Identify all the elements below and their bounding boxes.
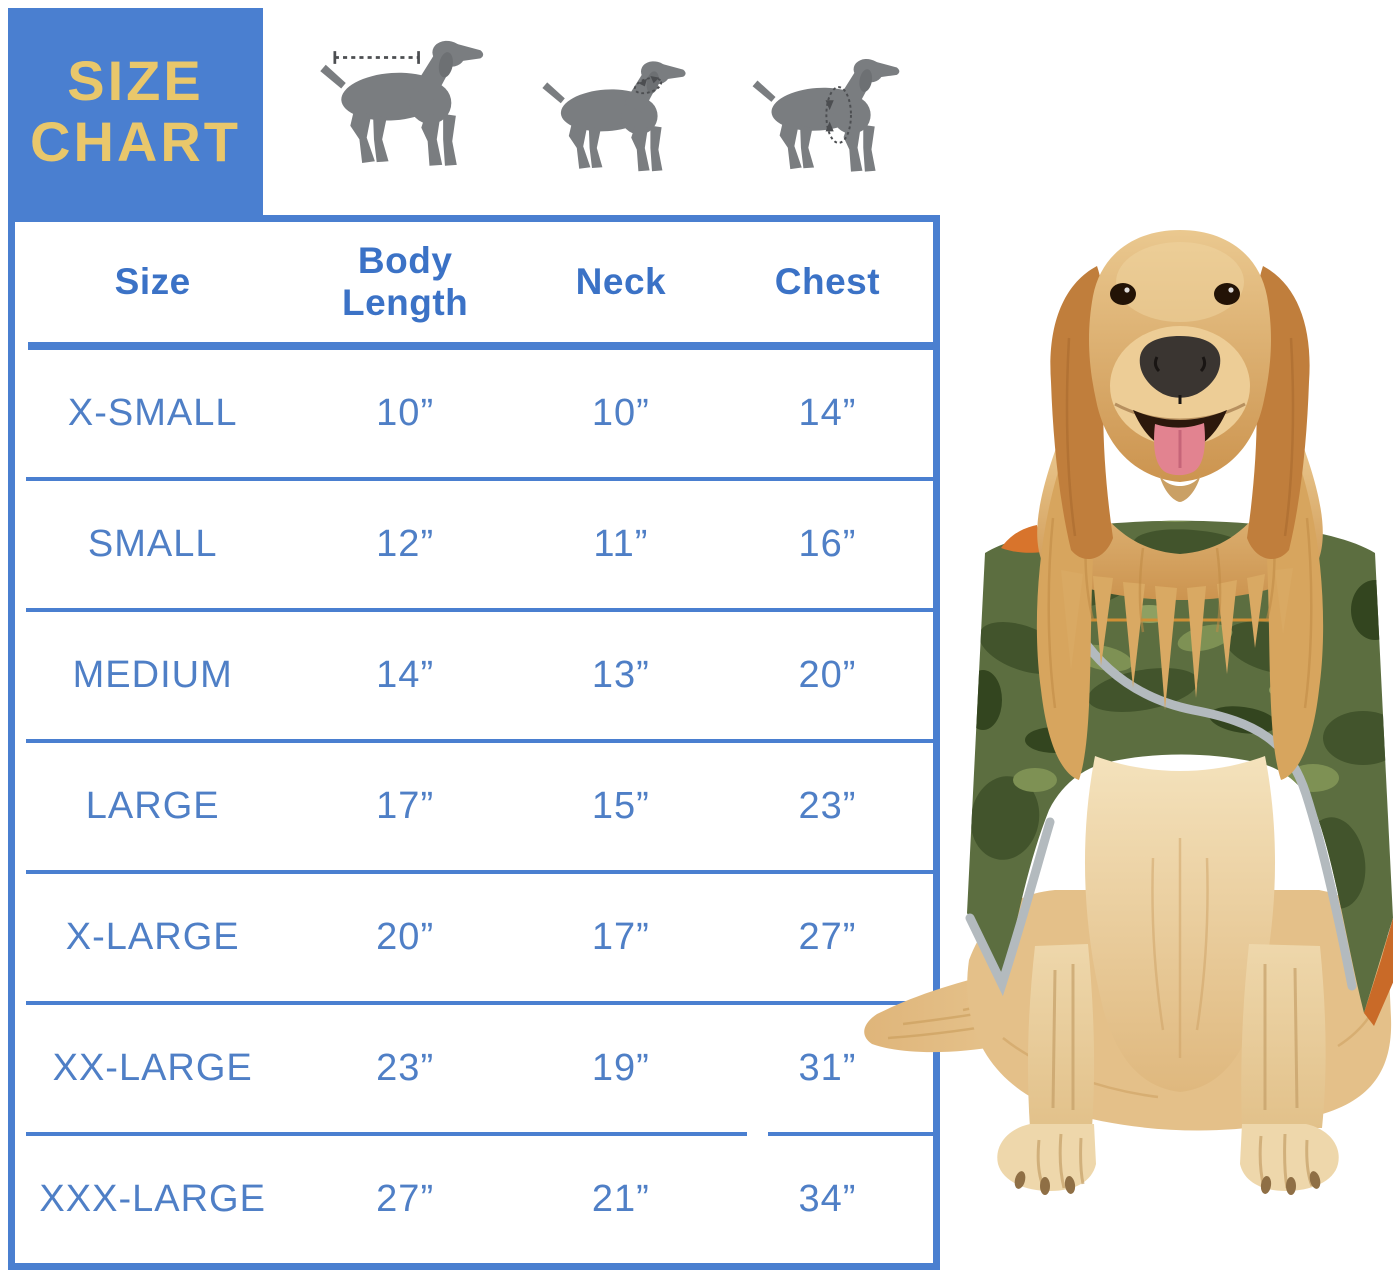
measurement-value: 27” [798,916,857,958]
table-body: X-SMALL 10” 10” 14” SMALL 12” 11” 16” MEDIUM 14” 1… [15,350,933,1263]
header-divider [28,342,933,350]
size-label: MEDIUM [72,654,233,696]
measurement-value: 23” [376,1047,435,1089]
measurement-value: 16” [798,523,857,565]
measurement-value: 20” [376,916,435,958]
measurement-value: 11” [593,523,649,565]
row-divider [26,1132,933,1136]
table-row: X-SMALL 10” 10” 14” [15,350,933,477]
row-divider [26,1001,933,1005]
size-label: XX-LARGE [52,1047,253,1089]
row-divider [26,477,933,481]
dog-front-legs [997,944,1339,1195]
column-header-body-length: Body Length [341,240,469,323]
measurement-value: 13” [591,654,650,696]
size-table: Size Body Length Neck Chest X-SMALL 10” 10… [8,215,940,1270]
measurement-value: 10” [591,392,650,434]
measurement-value: 14” [798,392,857,434]
row-divider [26,739,933,743]
measurement-value: 10” [376,392,435,434]
size-label: X-SMALL [67,392,238,434]
size-label: X-LARGE [65,916,240,958]
measurement-value: 14” [376,654,435,696]
measurement-value: 21” [591,1178,650,1220]
vest-reflective-trim [965,561,1357,997]
size-label: SMALL [87,523,218,565]
title-line-1: SIZE [67,49,204,113]
dog-right-eye [1214,283,1240,305]
size-chart-title-box: SIZE CHART [8,8,263,215]
chest-dog-icon [752,59,900,172]
table-row: X-LARGE 20” 17” 27” [15,874,933,1001]
table-row: MEDIUM 14” 13” 20” [15,612,933,739]
table-row: LARGE 17” 15” 23” [15,743,933,870]
row-divider [26,608,933,612]
measurement-value: 19” [591,1047,650,1089]
dog-nose [1139,336,1221,398]
measurement-value: 23” [798,785,857,827]
measurement-value: 12” [376,523,435,565]
measurement-value: 17” [376,785,435,827]
measurement-value: 17” [591,916,650,958]
body-length-dog-icon [320,40,484,166]
vest-orange-lining [1001,525,1042,553]
table-row: SMALL 12” 11” 16” [15,481,933,608]
column-header-size: Size [114,261,191,302]
measurement-value: 15” [591,785,650,827]
dog-left-eye [1110,283,1136,305]
size-label: XXX-LARGE [39,1178,266,1220]
measurement-value: 34” [798,1178,857,1220]
measurement-value: 20” [798,654,857,696]
column-header-neck: Neck [575,261,667,302]
table-header-row: Size Body Length Neck Chest [15,222,933,342]
size-label: LARGE [85,785,220,827]
column-header-chest: Chest [774,261,881,302]
measurement-value: 31” [798,1047,857,1089]
row-divider [26,870,933,874]
title-line-2: CHART [30,109,241,173]
neck-dog-icon [542,61,686,172]
table-row: XX-LARGE 23” 19” 31” [15,1005,933,1132]
vest-orange-lining [1364,918,1393,1026]
dog-head [1050,230,1310,560]
measurement-value: 27” [376,1178,435,1220]
table-row: XXX-LARGE 27” 21” 34” [15,1136,933,1263]
dog-photo [864,230,1393,1195]
